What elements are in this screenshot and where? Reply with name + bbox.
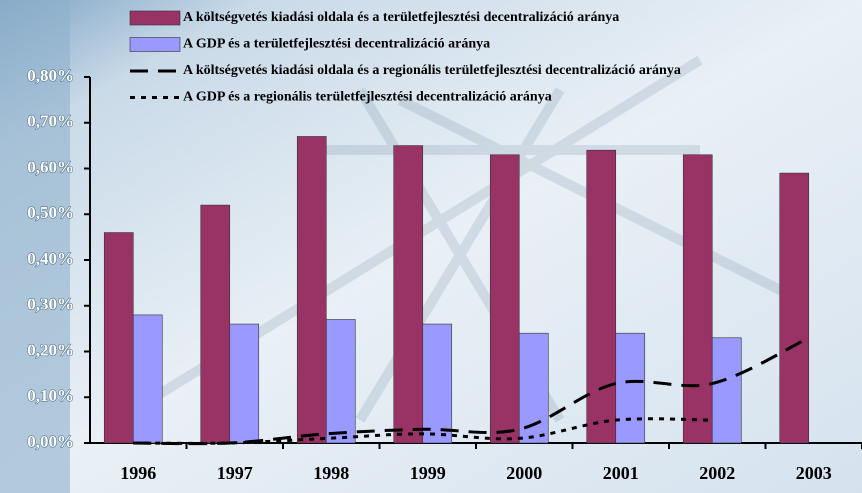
x-tick-label: 2002: [699, 463, 735, 483]
y-tick-label: 0,20%: [27, 340, 74, 359]
legend-label: A GDP és a regionális területfejlesztési…: [183, 90, 552, 105]
x-tick-label: 2003: [796, 463, 832, 483]
y-tick-label: 0,40%: [27, 249, 74, 268]
y-tick-label: 0,60%: [27, 157, 74, 176]
y-tick-label: 0,70%: [27, 112, 74, 131]
bar: [326, 319, 355, 443]
bar: [712, 338, 741, 443]
bar: [201, 205, 230, 443]
bar: [490, 155, 519, 443]
bar: [297, 136, 326, 443]
bar: [104, 233, 133, 443]
bar: [394, 146, 423, 443]
x-tick-label: 2001: [603, 463, 639, 483]
bar: [133, 315, 162, 443]
x-tick-label: 1999: [410, 463, 446, 483]
legend-swatch: [130, 38, 180, 52]
x-tick-label: 1996: [120, 463, 156, 483]
x-tick-label: 1998: [313, 463, 349, 483]
legend-swatch: [130, 11, 180, 25]
legend-label: A költségvetés kiadási oldala és a regio…: [183, 63, 681, 78]
x-tick-label: 1997: [217, 463, 253, 483]
legend-label: A költségvetés kiadási oldala és a terül…: [183, 10, 619, 25]
bar: [780, 173, 809, 443]
x-tick-label: 2000: [506, 463, 542, 483]
bar: [423, 324, 452, 443]
chart: 0,00% 0,10% 0,20% 0,30% 0,40% 0,50% 0,60% 0,70%…: [0, 0, 862, 493]
bar: [616, 333, 645, 443]
y-tick-label: 0,80%: [27, 66, 74, 85]
y-tick-label: 0,50%: [27, 203, 74, 222]
legend-label: A GDP és a területfejlesztési decentrali…: [183, 37, 490, 52]
bar: [519, 333, 548, 443]
y-tick-label: 0,30%: [27, 295, 74, 314]
y-tick-label: 0,00%: [27, 432, 74, 451]
y-tick-label: 0,10%: [27, 386, 74, 405]
bar: [230, 324, 259, 443]
bar: [587, 150, 616, 443]
bar: [683, 155, 712, 443]
